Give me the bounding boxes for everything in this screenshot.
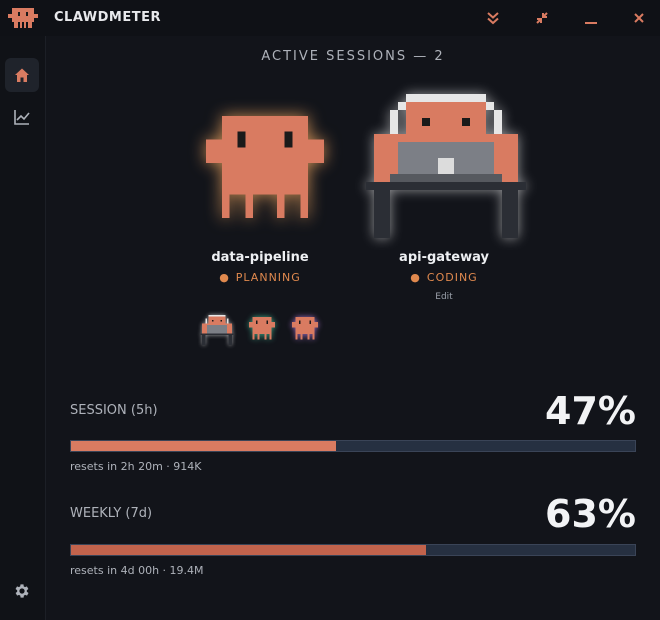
session-status: ● PLANNING — [180, 271, 340, 284]
sidebar — [0, 36, 46, 620]
status-label: PLANNING — [235, 271, 301, 284]
collapse-button[interactable] — [483, 8, 503, 28]
creature-at-desk-icon[interactable] — [200, 313, 234, 351]
sessions-heading: ACTIVE SESSIONS — 2 — [261, 49, 445, 64]
weekly-meter-percent: 63% — [545, 492, 636, 536]
status-dot: ● — [410, 271, 421, 284]
session-status: ● CODING — [364, 271, 524, 284]
api-gateway-creature[interactable] — [366, 94, 526, 242]
main-panel: ACTIVE SESSIONS — 2 data-pipeline ● PLANN… — [46, 36, 660, 620]
gear-icon — [15, 584, 29, 598]
compress-arrows-icon — [536, 12, 548, 24]
pixel-creature-icon — [8, 6, 38, 34]
weekly-meter-track — [70, 544, 636, 556]
app-title: CLAWDMETER — [54, 10, 162, 25]
title-bar: CLAWDMETER — [0, 0, 660, 36]
session-meter-fill — [71, 441, 337, 451]
minimize-icon — [585, 22, 597, 24]
line-chart-icon — [14, 110, 30, 125]
edit-link[interactable]: Edit — [435, 292, 453, 302]
double-chevron-down-icon — [487, 12, 499, 25]
status-label: CODING — [426, 271, 478, 284]
session-name: api-gateway — [399, 250, 489, 265]
creature-icon[interactable] — [249, 317, 275, 345]
session-name: data-pipeline — [211, 250, 309, 265]
data-pipeline-creature[interactable] — [205, 116, 325, 230]
session-meter-percent: 47% — [545, 389, 636, 433]
sidebar-item-stats[interactable] — [5, 100, 39, 134]
weekly-meter-fill — [71, 545, 427, 555]
close-button[interactable] — [629, 8, 649, 28]
weekly-meter-subtext: resets in 4d 00h · 19.4M — [70, 564, 204, 577]
weekly-meter-label: WEEKLY (7d) — [70, 506, 153, 521]
session-meter-subtext: resets in 2h 20m · 914K — [70, 460, 202, 473]
home-icon — [15, 68, 29, 82]
session-meter-label: SESSION (5h) — [70, 403, 158, 418]
close-icon — [634, 13, 644, 23]
minimize-button[interactable] — [581, 8, 601, 28]
sidebar-item-home[interactable] — [5, 58, 39, 92]
status-dot: ● — [219, 271, 230, 284]
session-meter-track — [70, 440, 636, 452]
creature-icon[interactable] — [292, 317, 318, 345]
settings-button[interactable] — [5, 574, 39, 608]
shrink-button[interactable] — [532, 8, 552, 28]
